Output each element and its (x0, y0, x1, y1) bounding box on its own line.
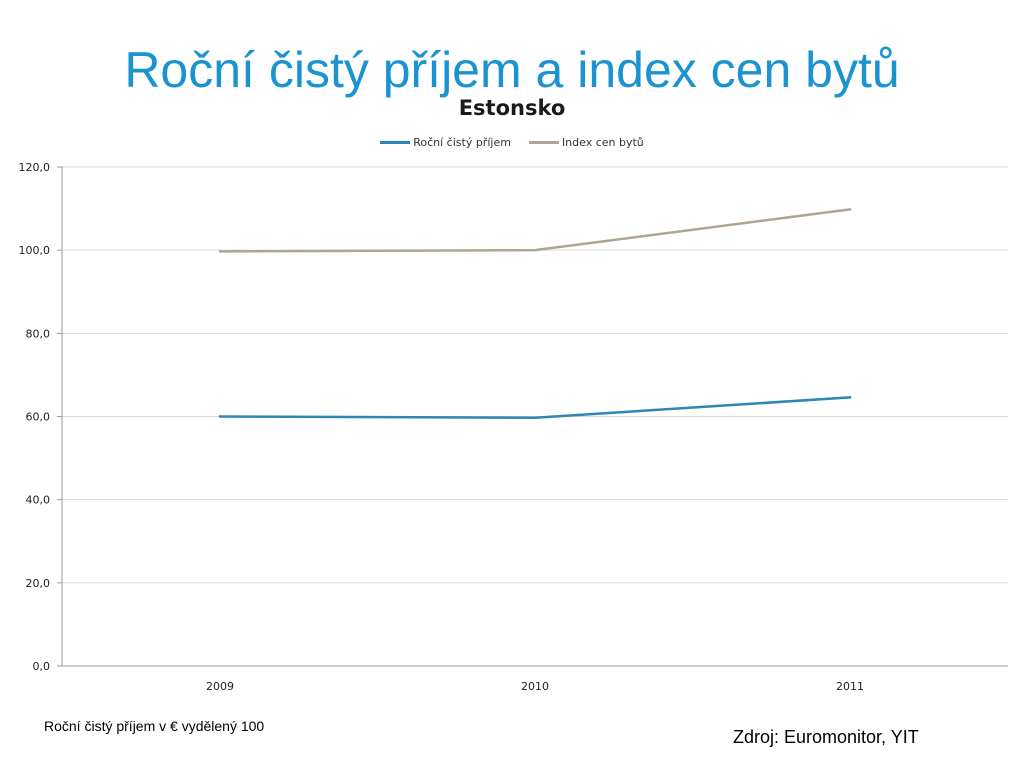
legend-item-income: Roční čistý příjem (380, 136, 511, 149)
series-line-1 (218, 208, 852, 253)
legend-label-income: Roční čistý příjem (413, 136, 511, 149)
y-tick-label: 120,0 (19, 161, 51, 174)
data-point (533, 416, 537, 419)
footnote: Roční čistý příjem v € vydělený 100 (44, 718, 265, 734)
slide-title: Roční čistý příjem a index cen bytů (124, 42, 900, 98)
y-tick-label: 20,0 (26, 577, 51, 590)
x-tick-label: 2010 (521, 680, 549, 693)
chart-title: Estonsko (458, 96, 566, 120)
y-tick-label: 100,0 (19, 244, 51, 257)
chart-legend: Roční čistý příjem Index cen bytů (0, 136, 1024, 149)
x-tick-label: 2009 (206, 680, 234, 693)
data-point (533, 248, 537, 252)
y-tick-label: 0,0 (33, 660, 51, 673)
series-line-0 (218, 396, 852, 419)
data-point (848, 208, 852, 211)
data-point (848, 396, 852, 399)
x-tick-label: 2011 (836, 680, 864, 693)
y-tick-label: 80,0 (26, 327, 51, 340)
source-note: Zdroj: Euromonitor, YIT (733, 727, 919, 747)
legend-item-price-index: Index cen bytů (528, 136, 644, 149)
legend-swatch-income (380, 141, 411, 144)
data-point (218, 250, 222, 253)
y-tick-label: 60,0 (26, 411, 51, 424)
legend-swatch-price-index (528, 141, 559, 144)
y-tick-label: 40,0 (26, 494, 51, 507)
legend-label-price-index: Index cen bytů (561, 136, 644, 149)
data-point (218, 415, 222, 418)
